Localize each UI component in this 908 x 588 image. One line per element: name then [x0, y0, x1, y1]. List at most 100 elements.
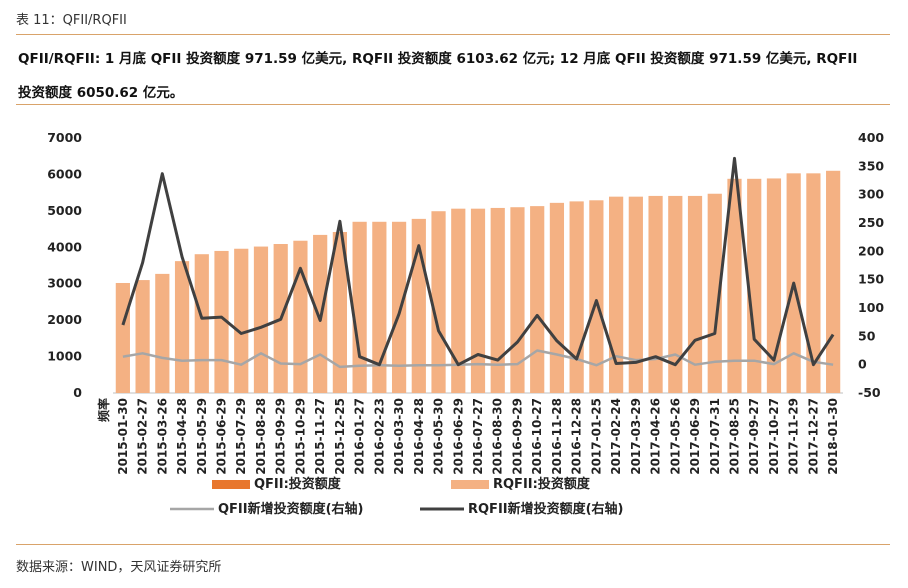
- header-rule: [16, 34, 890, 35]
- right-axis-tick-label: 400: [858, 130, 884, 145]
- qfii-rqfii-chart: 0 1000 2000 3000 4000 5000 6000 7000 -50 0 50 100 15…: [47, 130, 884, 517]
- left-axis-tick-label: 3000: [47, 276, 82, 291]
- bar-rqfii: [293, 240, 308, 393]
- bar-rqfii: [727, 178, 742, 393]
- summary-line-1: QFII/RQFII: 1 月底 QFII 投资额度 971.59 亿美元, R…: [18, 51, 858, 67]
- left-axis-tick-label: 5000: [47, 203, 82, 218]
- summary-rule: [16, 104, 890, 105]
- x-axis-tick-label: 2017-08-25: [727, 398, 741, 475]
- bar-rqfii: [194, 254, 209, 393]
- x-axis-tick-label: 2016-01-27: [353, 398, 367, 475]
- left-axis-tick-label: 7000: [47, 130, 82, 145]
- legend-label: RQFII新增投资额度(右轴): [468, 501, 624, 517]
- bar-rqfii: [668, 195, 683, 393]
- bar-rqfii: [391, 221, 407, 393]
- bar-rqfii: [135, 280, 150, 393]
- x-axis-tick-label: 2017-09-27: [747, 398, 761, 475]
- table-caption: 表 11：QFII/RQFII: [16, 13, 127, 28]
- summary-text: QFII/RQFII: 1 月底 QFII 投资额度 971.59 亿美元, R…: [18, 42, 898, 110]
- x-axis-tick-label: 2017-03-29: [629, 398, 643, 475]
- left-axis-tick-label: 6000: [47, 166, 82, 181]
- bar-rqfii: [451, 208, 466, 393]
- bar-rqfii: [234, 248, 249, 393]
- bar-rqfii: [609, 196, 624, 393]
- right-axis-tick-label: 250: [858, 215, 884, 230]
- right-axis-tick-label: 0: [858, 357, 867, 372]
- x-axis-tick-label: 2015-12-25: [333, 398, 347, 475]
- rqfii-new-quota-line: [121, 156, 835, 367]
- x-axis-tick-label: 2015-04-28: [175, 398, 189, 475]
- bar-rqfii: [490, 207, 505, 393]
- x-axis-tick-label: 2018-01-30: [826, 398, 840, 475]
- bar-rqfii: [826, 170, 841, 393]
- bar-rqfii: [648, 195, 663, 393]
- x-axis-tick-label: 2016-02-23: [372, 398, 386, 475]
- right-axis-tick-label: 50: [858, 328, 876, 343]
- x-axis-tick-label: 2015-08-28: [254, 398, 268, 475]
- x-axis-tick-label: 2016-04-28: [412, 398, 426, 475]
- x-axis-tick-label: 2015-01-30: [116, 398, 130, 475]
- left-axis-tick-label: 1000: [47, 349, 82, 364]
- legend-swatch: [451, 480, 489, 489]
- footer-rule: [16, 544, 890, 545]
- x-axis-tick-label: 2015-09-29: [274, 398, 288, 475]
- x-axis-tick-label: 2016-05-30: [432, 398, 446, 475]
- x-axis-tick-label: 2016-03-30: [392, 398, 406, 475]
- x-axis-tick-label: 2016-07-27: [471, 398, 485, 475]
- x-axis-tick-label: 2017-01-25: [589, 398, 603, 475]
- bar-rqfii: [253, 246, 269, 393]
- bar-rqfii: [707, 193, 722, 393]
- bar-rqfii: [806, 173, 821, 393]
- summary-line-2: 投资额度 6050.62 亿元。: [18, 85, 184, 101]
- bar-rqfii: [747, 178, 762, 393]
- qfii-new-quota-line: [122, 349, 834, 369]
- right-axis-tick-label: 300: [858, 187, 884, 202]
- left-axis-tick-label: 0: [73, 385, 82, 400]
- bar-rqfii: [470, 208, 486, 393]
- bar-rqfii: [589, 200, 604, 393]
- x-axis-tick-label: 2017-12-27: [806, 398, 820, 475]
- bar-rqfii: [628, 196, 643, 393]
- x-axis-tick-label: 2017-10-27: [767, 398, 781, 475]
- bar-rqfii: [569, 201, 584, 393]
- x-axis-tick-label: 2016-10-27: [530, 398, 544, 475]
- bar-rqfii: [174, 261, 190, 393]
- bar-rqfii: [332, 231, 347, 393]
- x-axis-tick-label: 2015-06-29: [215, 398, 229, 475]
- legend-label: RQFII:投资额度: [493, 476, 591, 492]
- x-axis-tick-label: 2015-11-27: [313, 398, 327, 475]
- bar-rqfii: [115, 282, 130, 393]
- x-axis-tick-label: 2015-02-27: [136, 398, 150, 475]
- right-axis-tick-label: 150: [858, 272, 884, 287]
- x-axis-tick-label: 2016-11-28: [550, 398, 564, 475]
- x-axis-tick-label: 2015-07-29: [234, 398, 248, 475]
- x-axis-tick-label: 2017-07-31: [708, 398, 722, 475]
- bar-rqfii: [530, 206, 545, 393]
- bar-rqfii: [372, 221, 387, 393]
- x-axis-tick-label: 2016-06-29: [451, 398, 465, 475]
- legend-label: QFII:投资额度: [254, 476, 342, 492]
- x-axis-tick-label: 2017-06-29: [688, 398, 702, 475]
- x-axis-tick-label: 2016-08-30: [491, 398, 505, 475]
- left-axis-tick-label: 2000: [47, 312, 82, 327]
- x-axis-tick-label: 2015-10-29: [293, 398, 307, 475]
- bar-rqfii: [214, 250, 229, 393]
- right-axis-tick-label: 200: [858, 243, 884, 258]
- right-axis-tick-label: 100: [858, 300, 884, 315]
- left-axis-tick-label: 4000: [47, 239, 82, 254]
- bar-rqfii: [549, 202, 565, 393]
- x-axis-tick-label: 2015-05-29: [195, 398, 209, 475]
- x-axis-tick-label: 2017-02-24: [609, 398, 623, 475]
- source-note: 数据来源：WIND，天风证券研究所: [16, 560, 222, 575]
- right-axis-tick-label: 350: [858, 158, 884, 173]
- x-axis-tick-label: 2016-09-29: [510, 398, 524, 475]
- x-axis-tick-label: 2017-05-26: [668, 398, 682, 475]
- legend-swatch: [212, 480, 250, 489]
- x-axis-tick-label: 2017-04-26: [649, 398, 663, 475]
- bar-rqfii: [431, 211, 446, 393]
- right-axis-tick-label: -50: [858, 385, 881, 400]
- bar-rqfii: [766, 178, 782, 393]
- x-axis-tick-label: 2017-11-29: [787, 398, 801, 475]
- legend-label: QFII新增投资额度(右轴): [218, 501, 364, 517]
- bar-rqfii: [352, 221, 367, 393]
